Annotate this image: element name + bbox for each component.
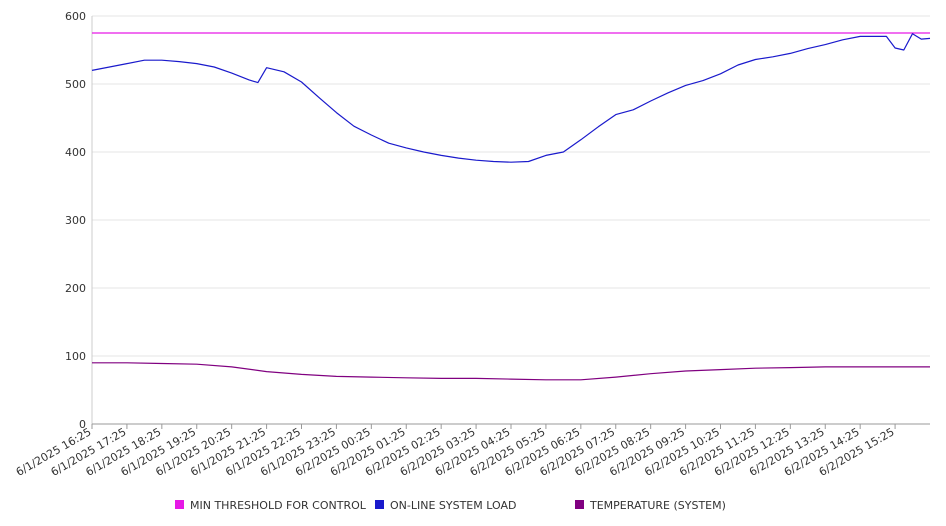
series-line-3 bbox=[92, 362, 930, 381]
y-tick-label: 100 bbox=[65, 350, 86, 363]
x-axis-ticks: 6/1/2025 16:256/1/2025 17:256/1/2025 18:… bbox=[14, 424, 897, 479]
legend-label: TEMPERATURE (SYSTEM) bbox=[589, 499, 726, 512]
legend-swatch bbox=[575, 500, 584, 509]
y-tick-label: 300 bbox=[65, 214, 86, 227]
y-tick-label: 200 bbox=[65, 282, 86, 295]
legend-label: MIN THRESHOLD FOR CONTROL bbox=[190, 499, 367, 512]
y-axis-ticks: 0 100 200 300 400 500 600 bbox=[65, 10, 86, 431]
series-lines bbox=[91, 32, 931, 381]
gridlines bbox=[92, 15, 930, 425]
y-tick-label: 500 bbox=[65, 78, 86, 91]
legend-swatch bbox=[175, 500, 184, 509]
legend-label: ON-LINE SYSTEM LOAD bbox=[390, 499, 516, 512]
y-tick-label: 0 bbox=[79, 418, 86, 431]
legend: MIN THRESHOLD FOR CONTROL ON-LINE SYSTEM … bbox=[175, 499, 726, 512]
y-tick-label: 400 bbox=[65, 146, 86, 159]
y-tick-label: 600 bbox=[65, 10, 86, 23]
legend-swatch bbox=[375, 500, 384, 509]
series-line-2 bbox=[91, 33, 931, 163]
